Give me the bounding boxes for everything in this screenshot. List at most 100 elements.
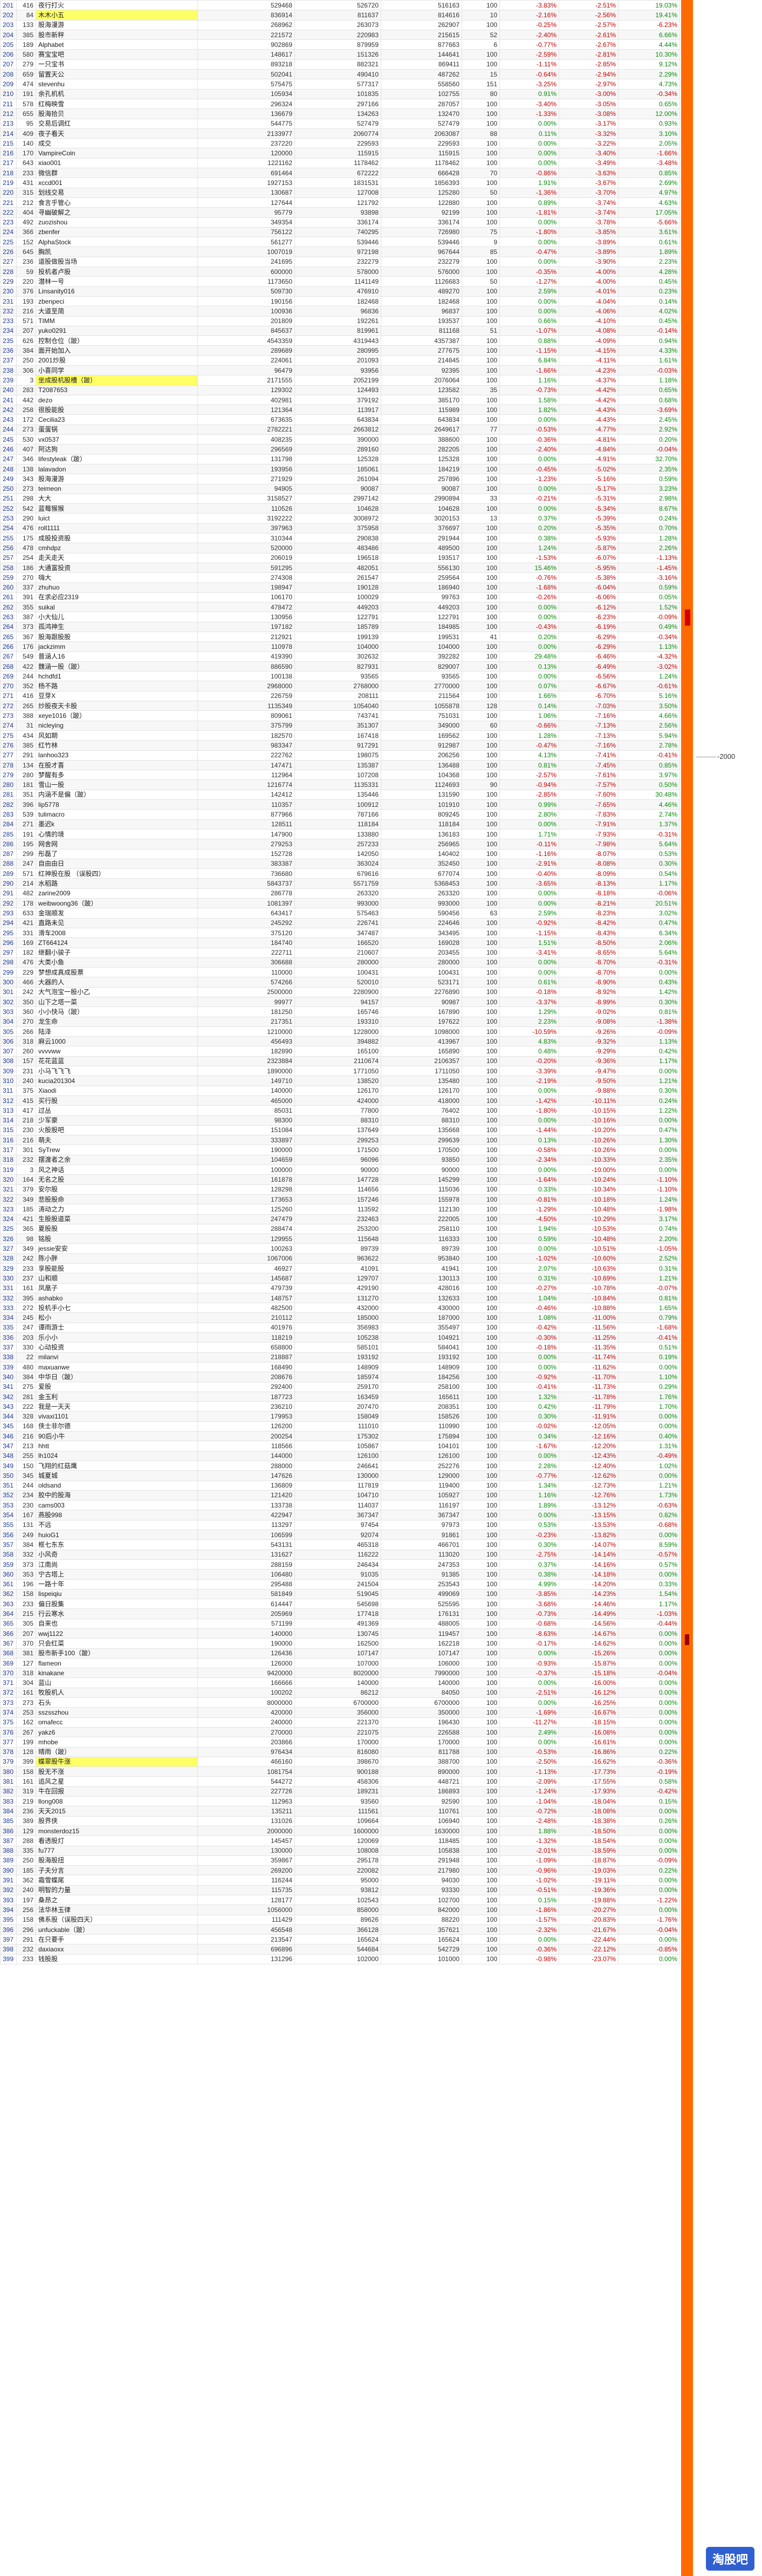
row-number-cell: 338 — [0, 1352, 17, 1362]
user-id-cell: 218 — [16, 1115, 36, 1126]
total-return-cell: -13.15% — [559, 1510, 619, 1520]
position-cell: 100 — [462, 681, 500, 691]
table-row: 263 387 小大仙儿 130956 122791 122791 100 0.00% -6.2… — [0, 612, 680, 622]
total-return-cell: -10.20% — [559, 1125, 619, 1136]
user-name-cell: 陈小胖 — [36, 1253, 198, 1264]
daily-change-cell: 0.61% — [499, 977, 559, 988]
initial-assets-cell: 2782221 — [197, 424, 295, 435]
position-cell: 100 — [462, 503, 500, 514]
previous-assets-cell: 77800 — [294, 1105, 381, 1116]
position-cell: 100 — [462, 474, 500, 484]
position-cell: 100 — [462, 1618, 500, 1629]
previous-assets-cell: 336174 — [294, 217, 381, 228]
position-cell: 100 — [462, 1904, 500, 1915]
weekly-change-cell: -3.16% — [618, 572, 680, 583]
user-id-cell: 389 — [16, 1815, 36, 1826]
right-scroll-bar[interactable] — [681, 0, 693, 2576]
table-row: 275 434 风如期 182570 167418 169562 100 1.28% -7.13… — [0, 730, 680, 741]
current-assets-cell: 666428 — [381, 168, 462, 179]
daily-change-cell: 1.58% — [499, 394, 559, 406]
previous-assets-cell: 2060774 — [294, 128, 381, 139]
user-name-cell: 风如期 — [36, 730, 198, 741]
daily-change-cell: -1.36% — [499, 187, 559, 198]
initial-assets-cell: 520000 — [197, 543, 295, 553]
table-row: 216 170 VampireCoin 120000 115915 115915 100 0.… — [0, 148, 680, 159]
total-return-cell: -10.15% — [559, 1105, 619, 1116]
total-return-cell: -10.33% — [559, 1154, 619, 1166]
weekly-change-cell: -0.09% — [618, 612, 680, 622]
user-id-cell: 258 — [16, 405, 36, 415]
position-cell: 100 — [462, 1657, 500, 1669]
table-row: 325 365 夏股股 288474 253200 258110 100 1.94% -10.5… — [0, 1223, 680, 1235]
previous-assets-cell: 241504 — [294, 1579, 381, 1590]
previous-assets-cell: 347487 — [294, 927, 381, 938]
initial-assets-cell: 100000 — [197, 1164, 295, 1175]
previous-assets-cell: 520010 — [294, 977, 381, 988]
table-row: 211 578 红梅映雪 296324 297166 287057 100 -3.40% -3.… — [0, 98, 680, 109]
current-assets-cell: 890000 — [381, 1766, 462, 1777]
current-assets-cell: 542729 — [381, 1944, 462, 1955]
initial-assets-cell: 85031 — [197, 1105, 295, 1116]
total-return-cell: -15.18% — [559, 1668, 619, 1678]
initial-assets-cell: 1210000 — [197, 1026, 295, 1037]
previous-assets-cell: 163459 — [294, 1391, 381, 1402]
table-row: 246 407 阿达狗 296569 289160 282205 100 -2.40% -4.8… — [0, 444, 680, 455]
previous-assets-cell: 111010 — [294, 1421, 381, 1432]
daily-change-cell: -1.44% — [499, 1125, 559, 1136]
initial-assets-cell: 136809 — [197, 1480, 295, 1491]
row-number-cell: 380 — [0, 1766, 17, 1777]
daily-change-cell: 1.34% — [499, 1480, 559, 1491]
current-assets-cell: 90987 — [381, 996, 462, 1008]
previous-assets-cell: 900188 — [294, 1766, 381, 1777]
weekly-change-cell: 0.00% — [618, 1677, 680, 1688]
user-name-cell: ZT664124 — [36, 937, 198, 948]
total-return-cell: -4.04% — [559, 296, 619, 307]
user-name-cell: lifestyleak（跛） — [36, 454, 198, 464]
position-cell: 100 — [462, 286, 500, 297]
initial-assets-cell: 161878 — [197, 1174, 295, 1185]
table-row: 251 298 大大 3158527 2997142 2990894 33 -0.21% -5.… — [0, 493, 680, 504]
weekly-change-cell: 0.30% — [618, 996, 680, 1008]
position-cell: 100 — [462, 1342, 500, 1353]
position-cell: 100 — [462, 1184, 500, 1195]
user-id-cell: 492 — [16, 217, 36, 228]
initial-assets-cell: 99977 — [197, 996, 295, 1008]
user-id-cell: 335 — [16, 1845, 36, 1856]
initial-assets-cell: 190156 — [197, 296, 295, 307]
position-cell: 100 — [462, 148, 500, 159]
initial-assets-cell: 289689 — [197, 345, 295, 356]
weekly-change-cell: 8.59% — [618, 1539, 680, 1550]
user-id-cell: 549 — [16, 651, 36, 662]
initial-assets-cell: 96479 — [197, 365, 295, 376]
user-id-cell: 236 — [16, 256, 36, 268]
user-id-cell: 385 — [16, 740, 36, 751]
previous-assets-cell: 117819 — [294, 1480, 381, 1491]
row-number-cell: 397 — [0, 1934, 17, 1945]
position-cell: 100 — [462, 49, 500, 60]
previous-assets-cell: 93898 — [294, 207, 381, 218]
position-cell: 100 — [462, 1174, 500, 1185]
user-name-cell: 安尔股 — [36, 1184, 198, 1195]
current-assets-cell: 291944 — [381, 533, 462, 544]
current-assets-cell: 101000 — [381, 1954, 462, 1965]
previous-assets-cell: 743741 — [294, 710, 381, 721]
current-assets-cell: 97973 — [381, 1519, 462, 1531]
daily-change-cell: 0.00% — [499, 1677, 559, 1688]
daily-change-cell: -0.36% — [499, 1944, 559, 1955]
previous-assets-cell: 167418 — [294, 730, 381, 741]
current-assets-cell: 105838 — [381, 1845, 462, 1856]
daily-change-cell: -0.37% — [499, 1668, 559, 1678]
user-name-cell: 蝶翠股牛涨 — [36, 1756, 198, 1767]
user-name-cell: 小马飞飞飞 — [36, 1066, 198, 1077]
current-assets-cell: 132470 — [381, 108, 462, 119]
total-return-cell: -12.76% — [559, 1490, 619, 1501]
total-return-cell: -10.48% — [559, 1204, 619, 1215]
initial-assets-cell: 222762 — [197, 750, 295, 761]
table-row: 282 396 lip5778 110357 100912 101910 100 0.99% -… — [0, 799, 680, 810]
weekly-change-cell: 0.00% — [618, 1648, 680, 1659]
row-number-cell: 234 — [0, 325, 17, 337]
current-assets-cell: 94030 — [381, 1875, 462, 1886]
row-number-cell: 385 — [0, 1815, 17, 1826]
table-row: 316 216 萌夫 333897 299253 299639 100 0.13% -10.26… — [0, 1135, 680, 1146]
row-number-cell: 273 — [0, 710, 17, 721]
